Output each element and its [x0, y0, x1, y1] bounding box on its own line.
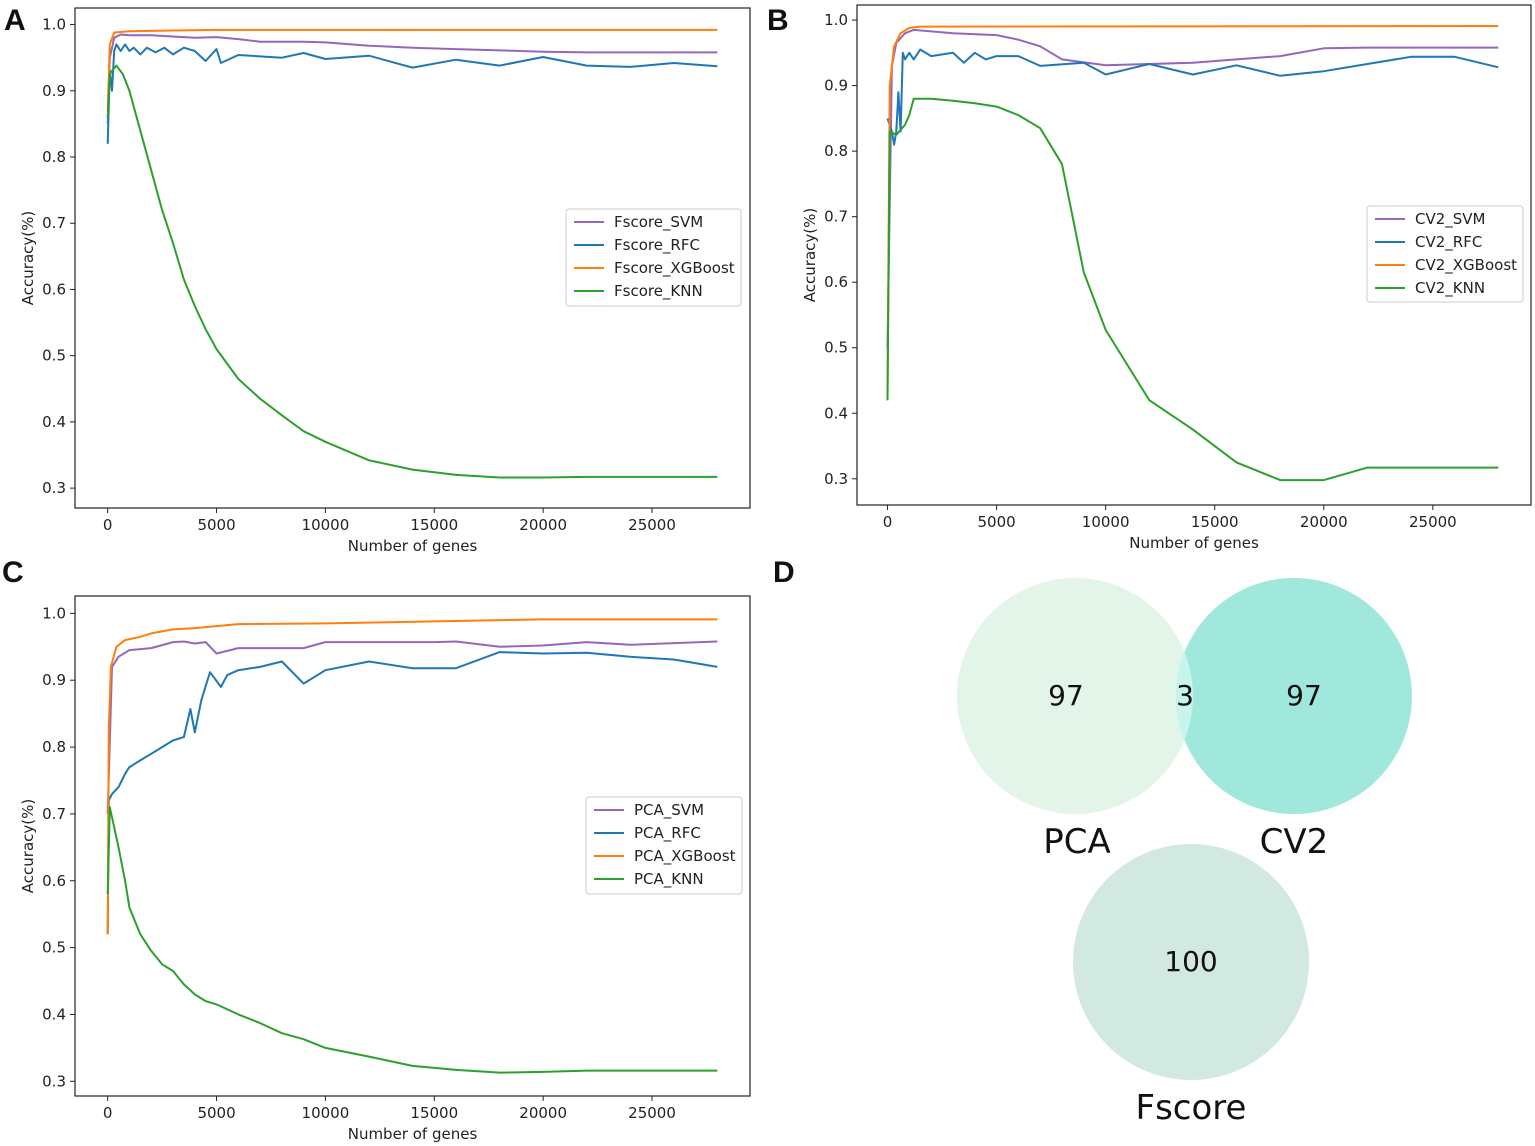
y-tick-label: 0.8: [824, 142, 848, 160]
legend-label: Fscore_KNN: [614, 282, 703, 301]
y-tick-label: 1.0: [42, 604, 66, 622]
legend-label: PCA_RFC: [634, 824, 701, 843]
venn-set-label: CV2: [1260, 822, 1329, 862]
legend-label: CV2_KNN: [1415, 279, 1485, 298]
venn-count: 97: [1286, 679, 1322, 712]
x-tick-label: 25000: [628, 1104, 676, 1122]
legend-box: [585, 796, 743, 895]
y-tick-label: 0.5: [42, 939, 66, 957]
y-tick-label: 0.9: [824, 77, 848, 95]
y-tick-label: 0.6: [824, 273, 848, 291]
y-tick-label: 0.3: [824, 470, 848, 488]
panel-B: B 0 5000 10000 15000 20000 25000 0.3 0.4 0.5 0.6 0.…: [767, 4, 1532, 552]
legend: Fscore_SVM Fscore_RFC Fscore_XGBoost Fscore…: [565, 208, 742, 307]
x-tick-label: 5000: [197, 1104, 235, 1122]
legend-label: Fscore_SVM: [614, 213, 703, 232]
series-line-Fscore_KNN: [106, 64, 718, 479]
x-tick-label: 20000: [519, 516, 567, 534]
venn-circle-CV2: [1176, 578, 1412, 814]
legend-label: PCA_XGBoost: [634, 847, 736, 866]
y-tick-label: 0.6: [42, 872, 66, 890]
x-tick-label: 0: [883, 513, 893, 531]
venn-set-label: PCA: [1043, 822, 1111, 862]
venn-circle-PCA: [957, 578, 1193, 814]
legend-label: CV2_XGBoost: [1415, 256, 1517, 275]
legend-label: PCA_KNN: [634, 870, 704, 889]
x-tick-label: 10000: [1082, 513, 1130, 531]
series-line-Fscore_SVM: [106, 33, 718, 124]
y-tick-label: 0.3: [42, 1072, 66, 1090]
y-tick-label: 0.5: [42, 347, 66, 365]
panel-D: D 97 PCA 97 CV2 100 Fscore 3: [773, 556, 1412, 1128]
y-axis-label: Accuracy(%): [19, 211, 37, 305]
legend-label: CV2_RFC: [1415, 233, 1482, 252]
panel-letter: A: [4, 4, 26, 37]
x-tick-label: 15000: [410, 516, 458, 534]
y-tick-label: 0.9: [42, 82, 66, 100]
series-line-PCA_RFC: [106, 651, 718, 935]
panel-A: A 0 5000 10000 15000 20000 25000 0.3 0.4 0.5 0.6 0.…: [4, 4, 751, 555]
y-tick-label: 0.7: [824, 208, 848, 226]
legend-box: [1366, 205, 1524, 303]
y-tick-label: 0.3: [42, 479, 66, 497]
series-line-CV2_XGBoost: [886, 25, 1499, 401]
legend-box: [565, 208, 742, 307]
x-tick-label: 20000: [519, 1104, 567, 1122]
venn-set-label: Fscore: [1136, 1088, 1247, 1128]
x-tick-label: 5000: [197, 516, 235, 534]
y-tick-label: 0.8: [42, 148, 66, 166]
legend: PCA_SVM PCA_RFC PCA_XGBoost PCA_KNN: [585, 796, 743, 895]
y-tick-label: 1.0: [42, 16, 66, 34]
series-line-CV2_SVM: [886, 28, 1499, 348]
x-tick-label: 20000: [1300, 513, 1348, 531]
y-axis-label: Accuracy(%): [19, 799, 37, 893]
x-axis-label: Number of genes: [348, 537, 478, 555]
y-tick-label: 0.4: [42, 1005, 66, 1023]
y-tick-label: 0.4: [824, 404, 848, 422]
x-tick-label: 15000: [1191, 513, 1239, 531]
y-tick-label: 0.6: [42, 280, 66, 298]
series-line-CV2_KNN: [886, 97, 1499, 482]
y-tick-label: 0.7: [42, 805, 66, 823]
y-tick-label: 0.8: [42, 738, 66, 756]
x-axis-label: Number of genes: [1129, 534, 1259, 552]
x-tick-label: 10000: [302, 516, 350, 534]
venn-intersection-count: 3: [1176, 679, 1194, 712]
x-tick-label: 10000: [302, 1104, 350, 1122]
x-tick-label: 0: [103, 1104, 113, 1122]
legend-label: Fscore_XGBoost: [614, 259, 735, 278]
venn-count: 100: [1164, 945, 1217, 978]
panel-letter: C: [2, 556, 24, 589]
y-axis-label: Accuracy(%): [801, 208, 819, 302]
series-line-Fscore_XGBoost: [106, 28, 718, 111]
x-tick-label: 15000: [410, 1104, 458, 1122]
y-tick-label: 0.7: [42, 214, 66, 232]
venn-count: 97: [1048, 679, 1084, 712]
x-tick-label: 25000: [1409, 513, 1457, 531]
x-axis-label: Number of genes: [348, 1125, 478, 1143]
legend-label: CV2_SVM: [1415, 210, 1486, 229]
series-line-PCA_XGBoost: [106, 618, 718, 935]
series-line-Fscore_RFC: [106, 43, 718, 144]
y-tick-label: 1.0: [824, 11, 848, 29]
y-tick-label: 0.4: [42, 413, 66, 431]
series-line-CV2_RFC: [886, 48, 1499, 146]
series-line-PCA_SVM: [106, 640, 718, 814]
x-tick-label: 5000: [978, 513, 1016, 531]
panel-letter: D: [773, 556, 795, 589]
x-tick-label: 0: [103, 516, 113, 534]
y-tick-label: 0.9: [42, 671, 66, 689]
legend: CV2_SVM CV2_RFC CV2_XGBoost CV2_KNN: [1366, 205, 1524, 303]
venn-circle-Fscore: [1073, 844, 1309, 1080]
legend-label: PCA_SVM: [634, 801, 704, 820]
legend-label: Fscore_RFC: [614, 236, 700, 255]
panel-C: C 0 5000 10000 15000 20000 25000 0.3 0.4 0.5 0.6 0.…: [2, 556, 751, 1143]
x-tick-label: 25000: [628, 516, 676, 534]
panel-letter: B: [767, 4, 789, 37]
y-tick-label: 0.5: [824, 339, 848, 357]
series-line-PCA_KNN: [106, 806, 718, 1074]
